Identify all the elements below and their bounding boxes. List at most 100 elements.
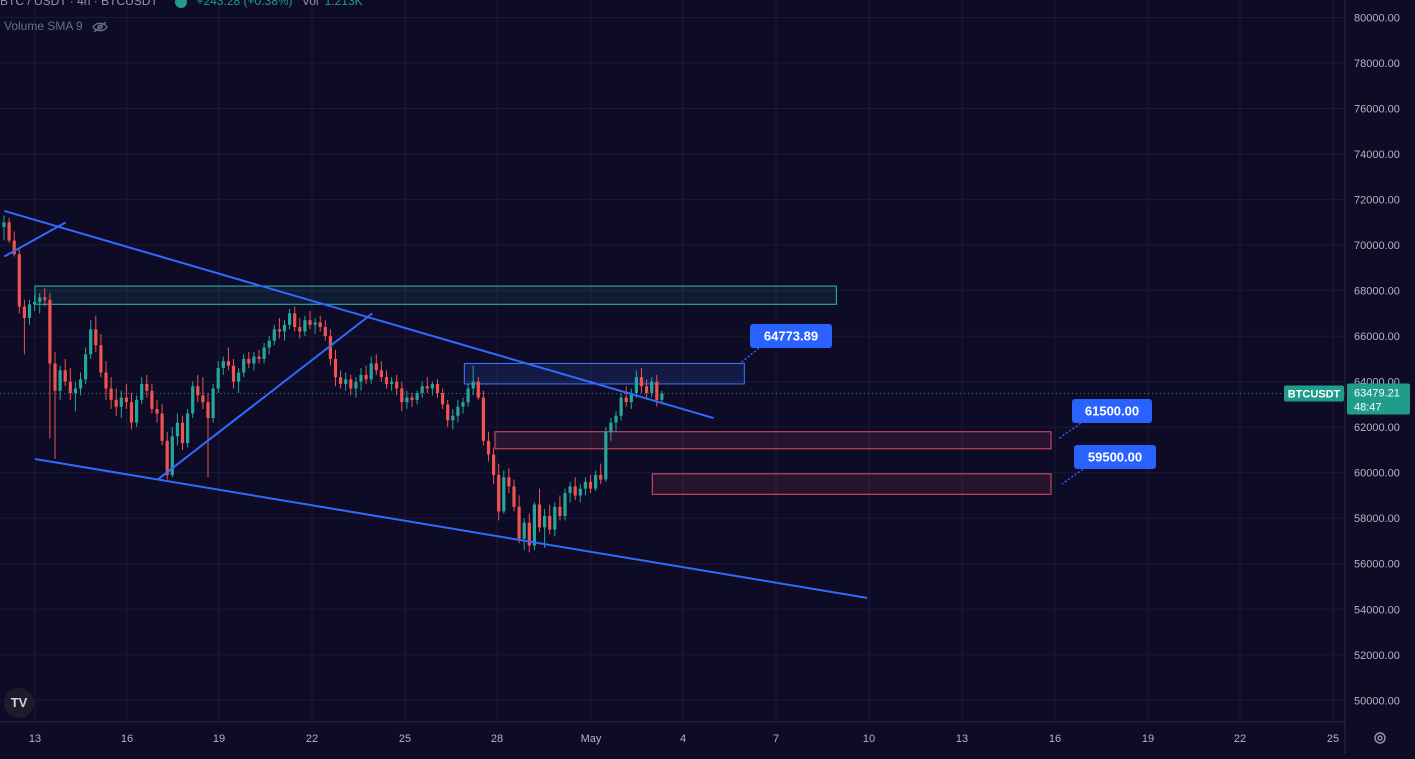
candle-up [191,386,195,414]
candle-down [226,361,230,366]
x-tick-label: 7 [773,733,779,745]
y-tick-label: 66000.00 [1354,331,1400,343]
candle-down [298,327,302,332]
candle-down [339,377,343,384]
candle-down [425,386,429,389]
x-tick-label: May [581,733,602,745]
candle-up [216,368,220,389]
candle-up [242,358,246,373]
callout-box [1072,399,1152,423]
indicator-legend[interactable]: Volume SMA 9 [4,19,108,33]
candle-down [349,379,353,389]
candle-up [369,363,373,380]
candle-down [384,377,389,384]
price-change: +243.28 (+0.38%) [196,0,293,8]
candle-up [461,402,465,407]
candle-up [578,488,582,496]
symbol-title[interactable]: BTC / USDT · 4h · BTCUSDT [0,0,158,8]
y-tick-label: 52000.00 [1354,650,1400,662]
candle-down [481,397,485,441]
candle-up [415,393,419,400]
price-tag-value: 63479.21 [1354,388,1400,400]
candle-up [27,304,32,318]
candle-down [48,299,52,364]
candle-down [599,474,603,480]
candle-down [68,381,72,394]
candle-up [262,347,266,359]
x-tick-label: 13 [956,733,968,745]
candle-up [609,422,613,432]
candle-down [160,413,164,441]
candle-down [400,388,404,403]
candle-up [522,522,526,539]
candle-up [568,486,572,494]
candle-down [446,404,450,421]
candle-down [155,408,159,414]
candle-down [573,486,577,496]
candle-down [114,399,118,407]
candle-down [150,390,154,409]
candle-down [441,393,445,405]
candle-down [548,515,552,530]
eye-off-icon[interactable] [92,21,108,33]
candle-up [619,397,623,416]
candle-up [288,313,292,325]
candle-down [639,377,644,387]
x-tick-label: 25 [399,733,411,745]
candle-down [124,397,128,403]
candle-up [629,393,633,403]
y-tick-label: 56000.00 [1354,559,1400,571]
candle-up [78,379,83,389]
candle-up [451,415,455,421]
candle-up [267,340,271,348]
x-tick-label: 19 [213,733,225,745]
y-tick-label: 60000.00 [1354,468,1400,480]
x-tick-label: 22 [1234,733,1246,745]
zone-red [651,473,1052,495]
symbol-tag [1284,385,1344,402]
candle-down [12,240,16,255]
candle-down [328,336,332,359]
candle-down [196,386,200,396]
candle-up [272,329,276,341]
chart-header: BTC / USDT · 4h · BTCUSDT +243.28 (+0.38… [0,0,369,14]
x-tick-label: 16 [1049,733,1061,745]
x-tick-label: 28 [491,733,503,745]
candle-down [537,504,542,528]
candle-up [38,297,42,302]
price-tag-countdown: 48:47 [1354,402,1382,414]
y-tick-label: 80000.00 [1354,13,1400,25]
gear-icon[interactable] [1372,730,1388,746]
candle-down [435,383,440,394]
candle-down [277,329,281,332]
candle-up [135,399,139,423]
callout-box [1074,445,1156,469]
candle-up [211,388,215,419]
candle-up [354,381,358,389]
candle-down [486,440,491,455]
candle-up [563,493,567,516]
callout-label: 61500.00 [1085,404,1139,419]
candle-down [476,381,480,398]
candle-down [527,522,531,546]
candle-up [2,222,6,227]
y-tick-label: 78000.00 [1354,58,1400,70]
trendline [157,312,373,481]
candle-up [543,515,547,528]
trendline [3,221,67,258]
candle-down [624,397,628,403]
tradingview-logo-icon[interactable]: TV [4,688,34,718]
candle-up [614,415,618,423]
candle-up [634,377,638,394]
candle-up [532,504,536,546]
candle-down [293,313,297,328]
candle-up [33,302,37,305]
candle-down [374,363,378,371]
trendline [4,210,714,420]
candle-up [89,329,93,355]
candle-up [119,397,123,407]
volume-readout: Vol 1.213K [302,0,363,8]
candle-up [344,379,348,384]
